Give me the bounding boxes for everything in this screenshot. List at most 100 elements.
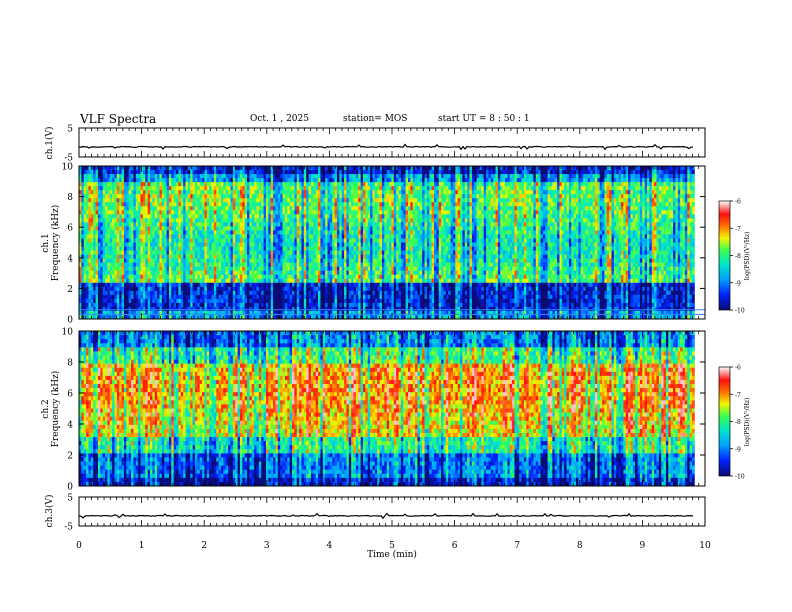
spectrogram-cell	[167, 243, 170, 247]
spectrogram-cell	[178, 226, 181, 230]
spectrogram-cell	[252, 178, 255, 182]
spectrogram-cell	[301, 218, 304, 222]
spectrogram-cell	[141, 259, 144, 263]
spectrogram-cell	[171, 206, 174, 210]
spectrogram-cell	[212, 234, 215, 238]
spectrogram-cell	[178, 210, 181, 214]
spectrogram-cell	[328, 182, 331, 186]
spectrogram-cell	[141, 174, 144, 178]
spectrogram-cell	[190, 291, 193, 295]
spectrogram-cell	[268, 295, 271, 299]
spectrogram-cell	[209, 303, 212, 307]
spectrogram-cell	[268, 271, 271, 275]
spectrogram-cell	[181, 267, 184, 271]
spectrogram-cell	[299, 259, 302, 263]
spectrogram-cell	[318, 291, 321, 295]
spectrogram-cell	[219, 214, 222, 218]
spectrogram-cell	[233, 271, 236, 275]
spectrogram-cell	[181, 226, 184, 230]
spectrogram-cell	[162, 202, 165, 206]
spectrogram-cell	[136, 226, 139, 230]
spectrogram-cell	[285, 275, 288, 279]
spectrogram-cell	[299, 307, 302, 311]
spectrogram-cell	[368, 263, 371, 267]
spectrogram-cell	[335, 178, 338, 182]
spectrogram-cell	[212, 263, 215, 267]
spectrogram-cell	[325, 222, 328, 226]
spectrogram-cell	[313, 283, 316, 287]
ch1-waveform-panel: 5-5 ch.1(V)	[44, 125, 705, 164]
spectrogram-cell	[240, 234, 243, 238]
spectrogram-cell	[103, 238, 106, 242]
spectrogram-cell	[221, 247, 224, 251]
spectrogram-cell	[299, 267, 302, 271]
spectrogram-cell	[309, 202, 312, 206]
spectrogram-cell	[88, 295, 91, 299]
spectrogram-cell	[342, 275, 345, 279]
spectrogram-cell	[145, 230, 148, 234]
spectrogram-cell	[167, 206, 170, 210]
spectrogram-cell	[138, 170, 141, 174]
spectrogram-cell	[316, 303, 319, 307]
spectrogram-cell	[249, 202, 252, 206]
spectrogram-cell	[136, 190, 139, 194]
spectrogram-cell	[351, 243, 354, 247]
spectrogram-cell	[176, 247, 179, 251]
spectrogram-cell	[157, 182, 160, 186]
spectrogram-cell	[346, 202, 349, 206]
spectrogram-cell	[143, 194, 146, 198]
spectrogram-cell	[271, 202, 274, 206]
spectrogram-cell	[124, 202, 127, 206]
spectrogram-cell	[212, 299, 215, 303]
spectrogram-cell	[186, 247, 189, 251]
spectrogram-cell	[136, 303, 139, 307]
spectrogram-cell	[221, 283, 224, 287]
spectrogram-cell	[242, 279, 245, 283]
spectrogram-cell	[271, 218, 274, 222]
spectrogram-cell	[335, 243, 338, 247]
spectrogram-cell	[323, 283, 326, 287]
spectrogram-cell	[240, 206, 243, 210]
spectrogram-cell	[268, 170, 271, 174]
spectrogram-cell	[330, 243, 333, 247]
spectrogram-cell	[325, 303, 328, 307]
spectrogram-cell	[316, 251, 319, 255]
spectrogram-cell	[107, 295, 110, 299]
spectrogram-cell	[93, 299, 96, 303]
spectrogram-cell	[136, 222, 139, 226]
spectrogram-cell	[354, 194, 357, 198]
spectrogram-cell	[242, 170, 245, 174]
spectrogram-cell	[107, 271, 110, 275]
spectrogram-cell	[98, 194, 101, 198]
spectrogram-cell	[193, 218, 196, 222]
spectrogram-cell	[171, 202, 174, 206]
spectrogram-cell	[370, 279, 373, 283]
spectrogram-cell	[176, 218, 179, 222]
spectrogram-cell	[342, 206, 345, 210]
spectrogram-cell	[164, 234, 167, 238]
spectrogram-cell	[124, 287, 127, 291]
spectrogram-cell	[181, 218, 184, 222]
spectrogram-cell	[275, 214, 278, 218]
spectrogram-cell	[361, 218, 364, 222]
spectrogram-cell	[117, 303, 120, 307]
spectrogram-cell	[294, 267, 297, 271]
spectrogram-cell	[176, 186, 179, 190]
spectrogram-cell	[301, 283, 304, 287]
spectrogram-cell	[304, 263, 307, 267]
spectrogram-cell	[356, 194, 359, 198]
spectrogram-cell	[143, 226, 146, 230]
spectrogram-cell	[325, 291, 328, 295]
spectrogram-cell	[339, 210, 342, 214]
spectrogram-cell	[264, 299, 267, 303]
spectrogram-cell	[138, 206, 141, 210]
spectrogram-cell	[186, 182, 189, 186]
spectrogram-cell	[107, 194, 110, 198]
spectrogram-cell	[145, 226, 148, 230]
spectrogram-cell	[240, 182, 243, 186]
spectrogram-cell	[339, 218, 342, 222]
spectrogram-cell	[240, 170, 243, 174]
spectrogram-cell	[204, 230, 207, 234]
spectrogram-cell	[275, 275, 278, 279]
spectrogram-cell	[190, 234, 193, 238]
